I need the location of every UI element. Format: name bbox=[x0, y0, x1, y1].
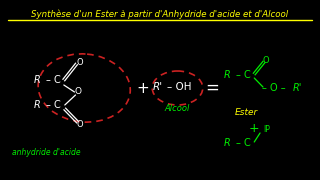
Text: O: O bbox=[263, 56, 270, 65]
Text: R: R bbox=[34, 75, 40, 85]
Text: – C: – C bbox=[236, 70, 251, 80]
Text: – C: – C bbox=[46, 100, 61, 110]
Text: O: O bbox=[75, 87, 82, 96]
Text: Alcool: Alcool bbox=[165, 104, 190, 113]
Text: =: = bbox=[205, 79, 220, 97]
Text: – OH: – OH bbox=[167, 82, 191, 92]
Text: O: O bbox=[76, 120, 83, 129]
Text: – C: – C bbox=[46, 75, 61, 85]
Text: R: R bbox=[34, 100, 40, 110]
Text: anhydride d'acide: anhydride d'acide bbox=[12, 148, 81, 157]
Text: +: + bbox=[136, 80, 149, 96]
Text: – C: – C bbox=[236, 138, 251, 148]
Text: R': R' bbox=[293, 83, 302, 93]
Text: R': R' bbox=[153, 82, 163, 92]
Text: R: R bbox=[224, 138, 231, 148]
Text: O: O bbox=[76, 58, 83, 67]
Text: – O –: – O – bbox=[262, 83, 286, 93]
Text: R: R bbox=[224, 70, 231, 80]
Text: Ester: Ester bbox=[235, 108, 258, 117]
Text: +: + bbox=[249, 122, 260, 135]
Text: IP: IP bbox=[263, 125, 270, 134]
Text: Synthèse d'un Ester à partir d'Anhydride d'acide et d'Alcool: Synthèse d'un Ester à partir d'Anhydride… bbox=[31, 9, 289, 19]
